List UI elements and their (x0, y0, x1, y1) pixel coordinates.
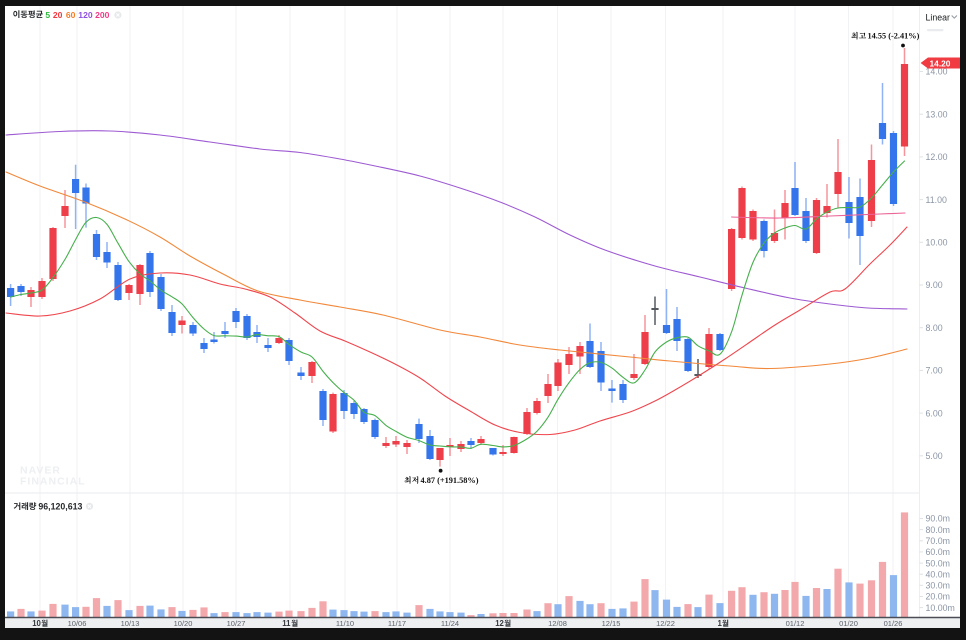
svg-text:12/22: 12/22 (656, 619, 675, 628)
svg-text:01/12: 01/12 (786, 619, 805, 628)
svg-text:60.0m: 60.0m (926, 547, 950, 557)
svg-text:11/10: 11/10 (336, 619, 354, 628)
svg-text:12.00: 12.00 (926, 152, 948, 162)
svg-text:10/20: 10/20 (174, 619, 193, 628)
svg-text:8.00: 8.00 (926, 323, 943, 333)
svg-text:Linear: Linear (926, 13, 951, 23)
svg-text:30.0m: 30.0m (926, 581, 950, 591)
svg-text:NAVER: NAVER (20, 465, 61, 477)
svg-text:90.0m: 90.0m (926, 514, 950, 524)
svg-text:11.00: 11.00 (926, 195, 947, 205)
svg-text:11/24: 11/24 (441, 619, 459, 628)
svg-text:14.55 (-2.41%): 14.55 (-2.41%) (868, 32, 920, 41)
svg-text:70.0m: 70.0m (926, 536, 950, 546)
svg-text:14.20: 14.20 (930, 58, 951, 68)
svg-text:80.0m: 80.0m (926, 525, 950, 535)
svg-text:20: 20 (53, 10, 63, 20)
svg-text:11: 11 (282, 619, 291, 628)
svg-text:10/27: 10/27 (227, 619, 246, 628)
svg-text:14.00: 14.00 (926, 67, 948, 77)
svg-text:01/26: 01/26 (884, 619, 903, 628)
svg-text:200: 200 (95, 10, 110, 20)
svg-text:1: 1 (718, 619, 723, 628)
svg-text:12/08: 12/08 (548, 619, 567, 628)
svg-text:20.0m: 20.0m (926, 592, 950, 602)
svg-text:12/15: 12/15 (602, 619, 621, 628)
svg-text:10: 10 (32, 619, 41, 628)
svg-text:11/17: 11/17 (388, 619, 406, 628)
svg-text:13.00: 13.00 (926, 109, 948, 119)
svg-text:FINANCIAL: FINANCIAL (20, 476, 86, 488)
svg-text:10.00m: 10.00m (926, 603, 955, 613)
svg-text:10/06: 10/06 (68, 619, 87, 628)
svg-text:120: 120 (78, 10, 93, 20)
svg-text:10.00: 10.00 (926, 238, 948, 248)
svg-text:10/13: 10/13 (121, 619, 140, 628)
svg-text:12: 12 (495, 619, 504, 628)
svg-text:96,120,613: 96,120,613 (38, 501, 82, 511)
svg-text:01/20: 01/20 (839, 619, 858, 628)
svg-text:6.00: 6.00 (926, 408, 943, 418)
svg-text:50.0m: 50.0m (926, 558, 950, 568)
svg-text:4.87 (+191.58%): 4.87 (+191.58%) (421, 476, 479, 485)
svg-text:7.00: 7.00 (926, 366, 943, 376)
svg-text:40.0m: 40.0m (926, 569, 950, 579)
svg-text:5.00: 5.00 (926, 451, 943, 461)
svg-text:60: 60 (66, 10, 76, 20)
svg-text:9.00: 9.00 (926, 280, 943, 290)
svg-text:5: 5 (45, 10, 50, 20)
